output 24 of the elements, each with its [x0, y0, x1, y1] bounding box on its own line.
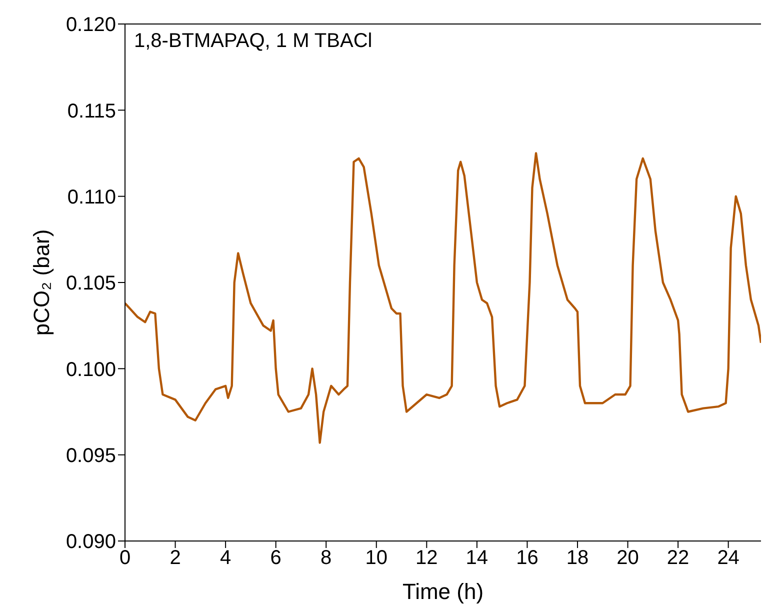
x-tick-label: 8	[320, 547, 332, 570]
x-tick-label: 0	[119, 547, 131, 570]
x-tick-label: 10	[365, 547, 388, 570]
x-tick-label: 18	[566, 547, 589, 570]
y-tick-label: 0.095	[66, 444, 116, 467]
x-tick-label: 12	[416, 547, 438, 570]
x-tick-label: 20	[616, 547, 639, 570]
x-tick-label: 22	[666, 547, 690, 570]
x-tick-label: 4	[220, 547, 232, 570]
y-tick-label: 0.115	[67, 100, 116, 122]
y-tick-label: 0.090	[66, 531, 116, 554]
y-tick-label: 0.120	[66, 14, 116, 36]
line-series	[125, 152, 761, 444]
x-tick-label: 2	[170, 547, 181, 570]
y-tick-label: 0.105	[66, 272, 116, 295]
annotation: 1,8-BTMAPAQ, 1 M TBACl	[134, 30, 372, 53]
x-tick-label: 16	[516, 547, 538, 570]
y-tick-label: 0.100	[66, 358, 116, 381]
y-axis-title: pCO₂ (bar)	[29, 229, 54, 336]
y-tick-label: 0.110	[67, 186, 116, 208]
x-tick-label: 24	[717, 547, 740, 570]
x-axis-title: Time (h)	[402, 579, 484, 604]
x-tick-label: 14	[466, 547, 488, 570]
x-tick-label: 6	[270, 547, 282, 570]
